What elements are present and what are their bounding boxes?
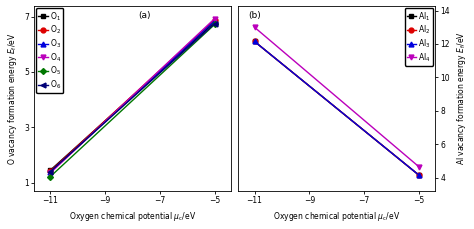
- Legend: Al$_1$, Al$_2$, Al$_3$, Al$_4$: Al$_1$, Al$_2$, Al$_3$, Al$_4$: [405, 8, 433, 66]
- Y-axis label: O vacancy formation energy $E_\mathrm{f}$/eV: O vacancy formation energy $E_\mathrm{f}…: [6, 32, 18, 165]
- Legend: O$_1$, O$_2$, O$_3$, O$_4$, O$_5$, O$_6$: O$_1$, O$_2$, O$_3$, O$_4$, O$_5$, O$_6$: [36, 8, 64, 93]
- X-axis label: Oxygen chemical potential $\mu_\mathrm{c}$/eV: Oxygen chemical potential $\mu_\mathrm{c…: [69, 210, 196, 224]
- X-axis label: Oxygen chemical potential $\mu_\mathrm{c}$/eV: Oxygen chemical potential $\mu_\mathrm{c…: [273, 210, 401, 224]
- Text: (b): (b): [248, 11, 261, 20]
- Text: (a): (a): [138, 11, 151, 20]
- Y-axis label: Al vacancy formation energy $E_\mathrm{f}$/eV: Al vacancy formation energy $E_\mathrm{f…: [456, 31, 468, 165]
